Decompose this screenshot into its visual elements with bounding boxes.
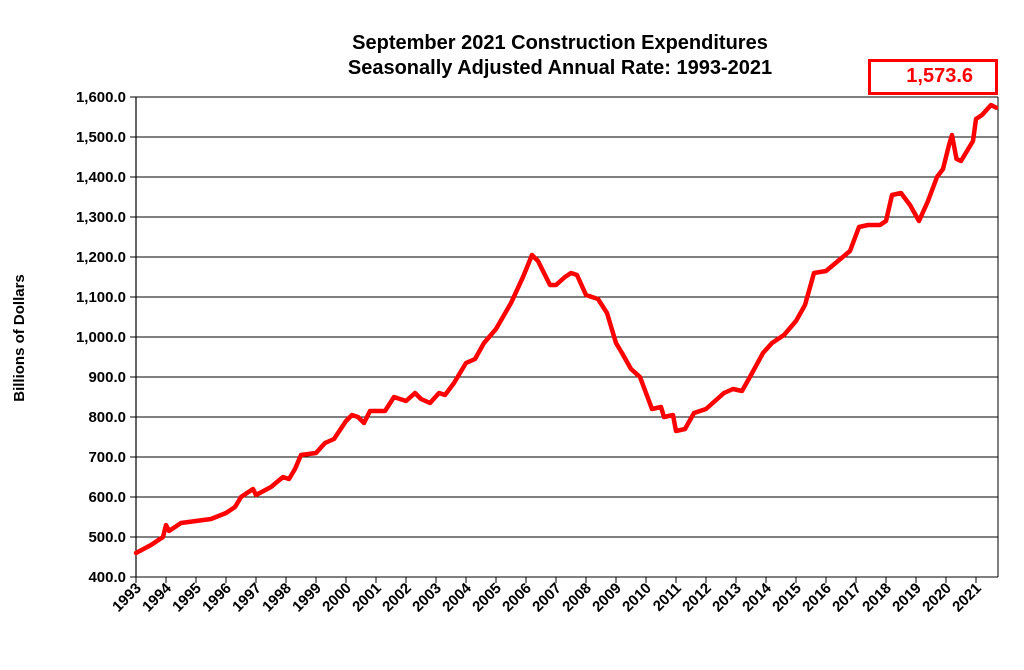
x-tick-label: 2004 [439, 579, 475, 615]
chart-subtitle: Seasonally Adjusted Annual Rate: 1993-20… [347, 57, 773, 79]
y-axis-label: Billions of Dollars [11, 274, 28, 402]
y-tick-label: 1,500.0 [76, 129, 126, 146]
x-tick-label: 1999 [289, 580, 325, 616]
x-tick-label: 2010 [619, 580, 655, 616]
x-tick-label: 2009 [589, 580, 625, 616]
x-tick-label: 2013 [709, 580, 745, 616]
x-tick-label: 1994 [139, 579, 175, 615]
y-tick-label: 400.0 [88, 569, 126, 586]
chart-title: September 2021 Construction Expenditures [352, 32, 768, 54]
y-tick-label: 1,200.0 [76, 249, 126, 266]
x-tick-label: 2000 [319, 580, 355, 616]
x-tick-label: 1996 [199, 580, 235, 616]
x-tick-label: 2021 [949, 580, 985, 616]
y-tick-label: 1,600.0 [76, 89, 126, 106]
x-tick-label: 2008 [559, 580, 595, 616]
x-tick-label: 2014 [739, 579, 775, 615]
x-tick-label: 2015 [769, 580, 805, 616]
x-tick-label: 2006 [499, 580, 535, 616]
y-tick-label: 1,100.0 [76, 289, 126, 306]
x-tick-label: 2002 [379, 580, 415, 616]
x-tick-label: 1998 [259, 580, 295, 616]
x-tick-label: 2017 [829, 580, 865, 616]
x-tick-label: 2019 [889, 580, 925, 616]
x-tick-label: 2003 [409, 580, 445, 616]
y-tick-label: 800.0 [88, 409, 126, 426]
x-tick-label: 2020 [919, 580, 955, 616]
x-tick-label: 2018 [859, 580, 895, 616]
x-tick-label: 1995 [169, 580, 205, 616]
y-tick-label: 900.0 [88, 369, 126, 386]
y-tick-label: 700.0 [88, 449, 126, 466]
x-tick-label: 1997 [229, 580, 265, 616]
x-tick-label: 2012 [679, 580, 715, 616]
y-tick-label: 600.0 [88, 489, 126, 506]
y-tick-label: 500.0 [88, 529, 126, 546]
x-tick-label: 2005 [469, 580, 505, 616]
latest-value-callout: 1,573.6 [868, 59, 998, 95]
x-tick-label: 2001 [349, 580, 385, 616]
series-line [133, 102, 999, 556]
y-tick-label: 1,400.0 [76, 169, 126, 186]
x-tick-label: 2007 [529, 580, 565, 616]
latest-value-label: 1,573.6 [906, 65, 973, 87]
y-tick-label: 1,000.0 [76, 329, 126, 346]
y-tick-label: 1,300.0 [76, 209, 126, 226]
x-tick-label: 2011 [650, 580, 685, 615]
x-tick-label: 2016 [799, 580, 835, 616]
